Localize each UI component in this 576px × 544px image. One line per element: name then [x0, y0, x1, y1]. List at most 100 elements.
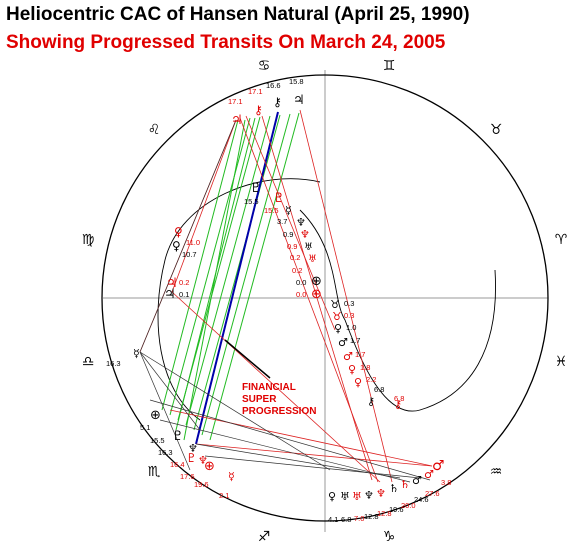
annotation-line-1: FINANCIAL: [242, 382, 296, 393]
chiron-transit-icon: ⚷: [254, 103, 263, 117]
inner-loop-right: [299, 209, 496, 412]
planet-label: 15.5: [244, 197, 259, 206]
chart-title: Heliocentric CAC of Hansen Natural (Apri…: [6, 4, 470, 25]
planet-label: 6.8: [341, 515, 351, 524]
planet-label: 3.7: [277, 217, 287, 226]
saturn-natal-icon: ♄: [389, 482, 399, 495]
planet-label: 0.2: [292, 266, 302, 275]
annotation-line-3: PROGRESSION: [242, 406, 316, 417]
sign-aries-icon: ♈: [555, 232, 568, 248]
jupiter-transit-icon: ♃: [166, 276, 178, 291]
planet-label: 12.8: [377, 509, 392, 518]
libra-point: 16.3 ☿: [106, 347, 140, 368]
earth-transit-icon: ⊕: [204, 459, 215, 474]
planet-label: 16.3: [106, 359, 121, 368]
pluto-transit-icon: ♇: [186, 451, 197, 465]
planet-label: 11.0: [186, 238, 200, 247]
annotation-line-2: SUPER: [242, 394, 277, 405]
left-cluster: ♀ 11.0 ♀ 10.7 ♃ 0.2 ♃ 0.1: [164, 225, 200, 302]
planet-label: 2.1: [219, 491, 229, 500]
planet-label: 20.0: [401, 501, 416, 510]
planet-label: 15.5: [150, 436, 165, 445]
planet-label: 1.8: [360, 363, 370, 372]
top-cluster: 17.1 ♃ 17.1 ⚷ 16.6 ⚷ 15.8 ♃: [228, 77, 305, 128]
planet-label: 1.0: [346, 323, 356, 332]
planet-label: 16.4: [170, 460, 185, 469]
pluto-natal-icon: ♇: [250, 181, 262, 196]
uranus-transit-icon: ♅: [308, 254, 317, 265]
planet-label: 1.7: [355, 350, 365, 359]
sign-pisces-icon: ♓: [555, 354, 568, 370]
planet-label: 0.3: [344, 299, 354, 308]
earth-natal-icon: ⊕: [311, 274, 322, 289]
red-aspect-lines: [139, 109, 433, 483]
planet-label: 0.0: [296, 290, 306, 299]
lower-left-cluster: ⊕ 5.1 ♇ 15.5 ♆ 16.3 ♇ 16.4 ♆ 17.6 ⊕ 19.6…: [140, 408, 235, 500]
planet-label: 5.1: [140, 423, 150, 432]
sign-aquarius-icon: ♒: [490, 464, 503, 480]
mars-natal-icon: ♂: [412, 474, 422, 487]
venus-natal-icon: ♀: [328, 490, 336, 503]
planet-label: 19.6: [389, 505, 404, 514]
planet-label: 12.8: [364, 512, 379, 521]
chiron-transit-icon: ⚷: [394, 398, 402, 411]
neptune-natal-icon: ♆: [188, 442, 198, 455]
green-aspect-lines: [161, 112, 300, 441]
planet-label: 3.8: [441, 478, 451, 487]
outer-wheel: [101, 74, 549, 522]
venus-natal-icon: ♀: [334, 322, 342, 335]
sign-gemini-icon: ♊: [383, 58, 396, 74]
planet-label: 19.6: [194, 480, 209, 489]
financial-progression-line: [195, 111, 279, 445]
sign-libra-icon: ♎: [82, 354, 95, 370]
planet-label: 16.6: [266, 81, 281, 90]
right-chain: ♉ 0.3 ♉ 0.3 ♀ 1.0 ♂ 1.7 ♂ 1.7 ♀ 1.8 ♀ 2.…: [330, 298, 404, 411]
mars-transit-icon: ♂: [432, 458, 445, 474]
sign-sagittarius-icon: ♐: [258, 529, 271, 544]
planet-label: 17.6: [180, 472, 195, 481]
sign-virgo-icon: ♍: [82, 232, 95, 248]
planet-label: 10.7: [182, 250, 197, 259]
planet-label: 27.6: [425, 489, 440, 498]
uranus-natal-icon: ♅: [304, 242, 313, 253]
sign-scorpio-icon: ♏: [148, 464, 161, 480]
planet-label: 6.8: [374, 385, 384, 394]
planet-label: 0.1: [179, 290, 189, 299]
neptune-transit-icon: ♆: [300, 228, 310, 241]
taurus-natal-icon: ♉: [330, 298, 340, 311]
annotation-pointer: [224, 339, 271, 379]
planet-label: 1.7: [350, 336, 360, 345]
planet-label: 2.2: [366, 375, 376, 384]
uranus-transit-icon: ♅: [352, 490, 362, 503]
sign-cancer-icon: ♋: [258, 58, 271, 74]
uranus-natal-icon: ♅: [340, 490, 350, 503]
venus-transit-icon: ♀: [174, 225, 183, 239]
venus-transit-icon: ♀: [354, 376, 362, 389]
mars-natal-icon: ♂: [338, 336, 348, 349]
mercury-natal-icon: ☿: [285, 204, 292, 217]
planet-label: 16.3: [158, 448, 173, 457]
mercury-transit-icon: ☿: [228, 470, 235, 483]
planet-label: 0.0: [296, 278, 306, 287]
pluto-transit-icon: ♇: [273, 191, 285, 206]
planet-label: 0.2: [179, 278, 189, 287]
planet-label: 24.6: [414, 495, 429, 504]
planet-label: 0.3: [344, 311, 354, 320]
sign-capricorn-icon: ♑: [383, 529, 396, 544]
neptune-transit-icon: ♆: [376, 487, 386, 500]
jupiter-natal-icon: ♃: [293, 93, 305, 108]
saturn-transit-icon: ♄: [400, 478, 410, 491]
planet-label: 15.8: [289, 77, 304, 86]
venus-transit-icon: ♀: [348, 363, 356, 376]
earth-natal-icon: ⊕: [150, 408, 161, 423]
neptune-natal-icon: ♆: [364, 489, 374, 502]
earth-transit-icon: ⊕: [311, 287, 322, 302]
zodiac-signs: ♋ ♊ ♉ ♈ ♓ ♒ ♑ ♐ ♏ ♎ ♍ ♌: [82, 58, 568, 544]
bottom-cluster: ♀ 4.1 ♅ 6.8 ♅ 7.0 ♆ 12.8 ♆ 12.8 ♄ 19.6 ♄…: [328, 458, 451, 524]
planet-label: 6.8: [394, 394, 404, 403]
chiron-natal-icon: ⚷: [273, 95, 282, 109]
planet-label: 15.5: [264, 206, 279, 215]
planet-label: 17.1: [228, 97, 243, 106]
jupiter-natal-icon: ♃: [164, 287, 176, 302]
